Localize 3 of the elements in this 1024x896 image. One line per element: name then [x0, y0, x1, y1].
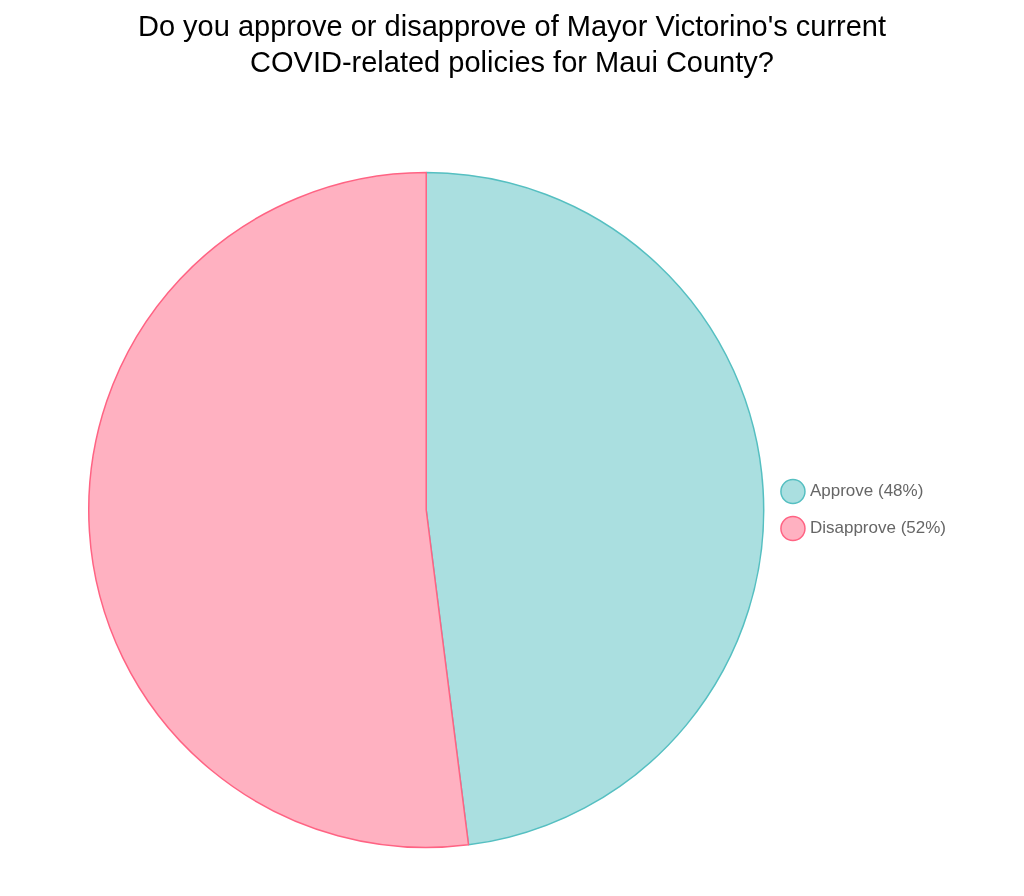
legend-label: Approve (48%) [809, 481, 924, 501]
legend-label: Disapprove (52%) [809, 518, 946, 538]
chart-title: Do you approve or disapprove of Mayor Victorino's current COVID-related policies for Maui County? [136, 9, 888, 80]
